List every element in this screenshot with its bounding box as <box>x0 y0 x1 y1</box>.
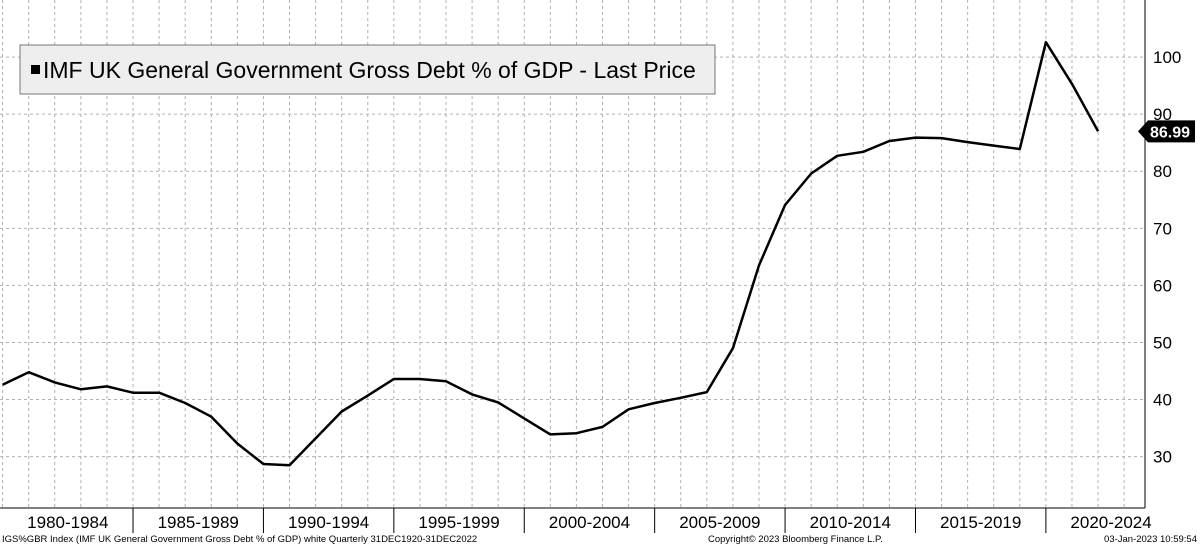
last-value-label: 86.99 <box>1150 124 1190 141</box>
x-tick-label-6: 2010-2014 <box>810 513 891 532</box>
x-tick-label-8: 2020-2024 <box>1070 513 1151 532</box>
footer-timestamp: 03-Jan-2023 10:59:54 <box>1104 534 1197 545</box>
legend-swatch <box>31 65 40 74</box>
y-tick-label-0: 30 <box>1153 448 1172 467</box>
last-value-tag <box>1138 120 1195 143</box>
series <box>2 40 1100 467</box>
y-tick-label-1: 40 <box>1153 391 1172 410</box>
footer-copyright: Copyright© 2023 Bloomberg Finance L.P. <box>708 534 883 545</box>
y-tick-labels: 30 40 50 60 70 80 90 100 <box>1153 48 1181 467</box>
y-tick-label-4: 70 <box>1153 219 1172 238</box>
x-tick-label-4: 2000-2004 <box>549 513 630 532</box>
x-tick-label-0: 1980-1984 <box>27 513 108 532</box>
y-tick-label-2: 50 <box>1153 333 1172 352</box>
x-tick-label-1: 1985-1989 <box>158 513 239 532</box>
footer-source: IGS%GBR Index (IMF UK General Government… <box>2 534 477 545</box>
x-tick-labels: 1980-1984 1985-1989 1990-1994 1995-1999 2000… <box>27 508 1152 533</box>
x-tick-label-3: 1995-1999 <box>418 513 499 532</box>
last-value-marker: 86.99 <box>1138 120 1195 143</box>
legend: IMF UK General Government Gross Debt % o… <box>19 44 716 95</box>
legend-box <box>19 44 716 95</box>
legend-text: IMF UK General Government Gross Debt % o… <box>43 57 696 83</box>
x-tick-label-7: 2015-2019 <box>940 513 1021 532</box>
x-tick-label-5: 2005-2009 <box>679 513 760 532</box>
series-line-0 <box>2 40 1100 467</box>
y-tick-label-3: 60 <box>1153 276 1172 295</box>
axes <box>0 0 1146 509</box>
x-tick-label-2: 1990-1994 <box>288 513 369 532</box>
y-tick-label-5: 80 <box>1153 162 1172 181</box>
footer: IGS%GBR Index (IMF UK General Government… <box>2 534 1197 545</box>
y-tick-label-7: 100 <box>1153 48 1181 67</box>
y-tick-label-6: 90 <box>1153 105 1172 124</box>
